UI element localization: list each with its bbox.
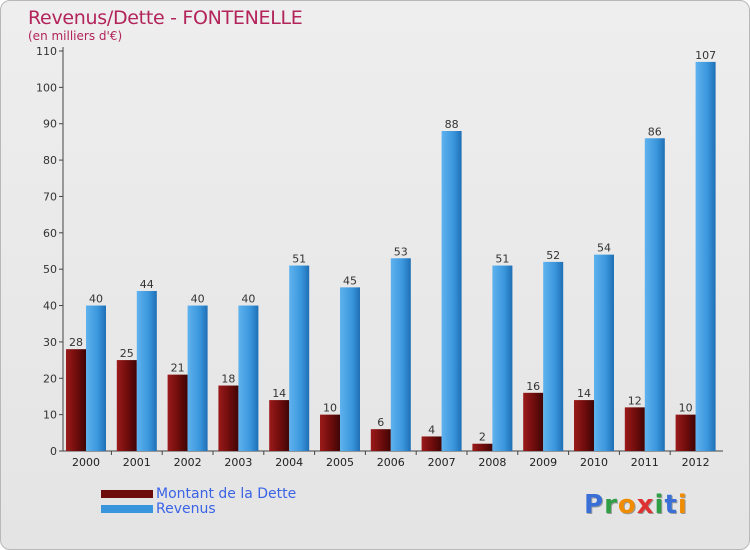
legend-swatch-dette [101,490,153,498]
bar-dette [421,436,442,451]
bar-revenus [594,254,614,451]
data-label-dette: 21 [171,362,185,375]
y-tick-label: 50 [43,263,57,276]
bar-revenus [695,61,716,452]
logo-letter: P [584,490,605,520]
logo-letter: t [664,490,678,520]
bar-revenus [492,265,513,451]
data-label-dette: 14 [577,387,591,400]
bar-revenus [238,305,259,451]
y-tick-label: 0 [50,445,57,458]
data-label-revenus: 40 [191,293,205,306]
bar-dette [269,400,290,451]
data-label-dette: 12 [628,394,642,407]
data-label-dette: 2 [479,431,486,444]
chart-labels: 28 40 25 44 21 40 18 40 14 51 10 45 6 53 4 88 2 51 16 52 14 5… [69,49,716,444]
y-tick-label: 90 [43,118,57,131]
x-tick-label: 2001 [123,456,151,469]
bar-revenus [289,265,310,451]
bar-dette [320,414,340,451]
y-tick-label: 20 [43,372,57,385]
y-tick-label: 110 [36,45,57,58]
bar-revenus [86,305,106,451]
logo-letter: r [604,490,618,520]
data-label-dette: 18 [221,373,235,386]
x-tick-label: 2012 [682,456,710,469]
data-label-revenus: 88 [445,118,459,131]
bar-dette [675,414,696,451]
data-label-revenus: 44 [140,278,154,291]
legend-label-dette: Montant de la Dette [156,486,297,502]
data-label-revenus: 52 [546,249,560,262]
bar-revenus [187,305,208,451]
bar-dette [624,407,645,451]
data-label-dette: 16 [526,380,540,393]
y-tick-label: 70 [43,190,57,203]
bar-dette [116,360,137,451]
y-tick-label: 80 [43,154,57,167]
y-tick-label: 100 [36,81,57,94]
x-tick-label: 2007 [428,456,456,469]
data-label-dette: 4 [428,423,435,436]
x-tick-label: 2009 [529,456,557,469]
x-tick-label: 2002 [174,456,202,469]
bar-dette [472,443,493,451]
logo-letter: i [677,490,688,520]
data-label-dette: 10 [323,402,337,415]
chart-bars [66,61,716,452]
x-tick-label: 2006 [377,456,405,469]
data-label-dette: 28 [69,336,83,349]
x-tick-label: 2010 [580,456,608,469]
x-tick-label: 2003 [224,456,252,469]
data-label-dette: 25 [120,347,134,360]
data-label-revenus: 107 [695,49,716,62]
data-label-dette: 10 [679,402,693,415]
data-label-revenus: 51 [495,253,509,266]
x-tick-label: 2000 [72,456,100,469]
x-tick-label: 2004 [275,456,303,469]
legend-swatch-revenus [101,505,153,513]
bar-dette [167,374,188,451]
y-tick-label: 40 [43,300,57,313]
proxiti-logo: Proxiti [584,490,688,520]
bar-revenus [136,291,157,451]
x-tick-label: 2011 [631,456,659,469]
logo-letter: x [636,490,655,520]
x-tick-label: 2005 [326,456,354,469]
y-tick-label: 60 [43,227,57,240]
data-label-revenus: 53 [394,245,408,258]
bar-dette [66,349,86,451]
bar-revenus [644,138,665,452]
data-label-revenus: 40 [89,293,103,306]
bar-revenus [543,261,564,451]
data-label-revenus: 86 [648,125,662,138]
bar-dette [574,400,594,451]
data-label-revenus: 45 [343,274,357,287]
y-tick-label: 30 [43,336,57,349]
bar-revenus [390,258,411,451]
data-label-dette: 6 [377,416,384,429]
data-label-revenus: 54 [597,242,611,255]
chart-subtitle: (en milliers d'€) [28,29,123,43]
chart-title: Revenus/Dette - FONTENELLE [28,7,303,29]
data-label-dette: 14 [272,387,286,400]
data-label-revenus: 40 [241,293,255,306]
logo-letter: o [617,490,637,520]
logo-letter: i [654,490,665,520]
x-tick-label: 2008 [478,456,506,469]
bar-revenus [340,287,360,451]
y-tick-label: 10 [43,409,57,422]
legend-label-revenus: Revenus [156,501,216,517]
bar-dette [523,392,544,451]
bar-revenus [441,131,462,451]
bar-dette [218,385,239,451]
data-label-revenus: 51 [292,253,306,266]
bar-dette [370,429,391,451]
